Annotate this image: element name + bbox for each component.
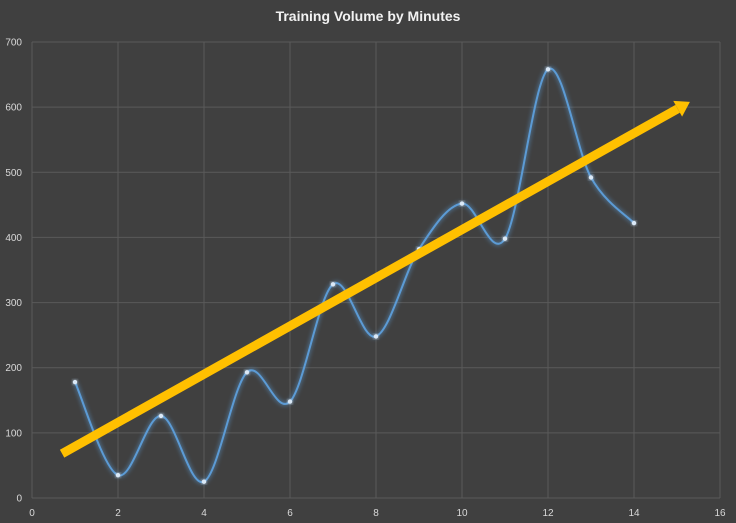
data-point <box>72 379 78 385</box>
x-tick-label: 8 <box>373 508 379 519</box>
series-layer <box>72 67 637 484</box>
data-point <box>244 370 250 375</box>
trend-arrow-layer <box>59 100 690 458</box>
data-point <box>115 473 121 478</box>
data-point <box>631 220 637 226</box>
y-tick-label: 700 <box>5 38 22 49</box>
x-tick-label: 12 <box>542 508 554 519</box>
y-tick-label: 600 <box>5 103 22 114</box>
y-axis-ticks: 0 100 200 300 400 500 600 700 <box>5 38 22 505</box>
trend-arrow-head <box>673 100 690 117</box>
x-tick-label: 14 <box>628 508 640 519</box>
data-point <box>201 479 207 484</box>
x-tick-label: 16 <box>714 508 726 519</box>
x-tick-label: 6 <box>287 508 293 519</box>
y-tick-label: 0 <box>16 494 22 505</box>
y-tick-label: 300 <box>5 298 22 309</box>
data-point <box>502 236 508 241</box>
x-tick-label: 2 <box>115 508 121 519</box>
grid <box>31 41 721 499</box>
chart-title: Training Volume by Minutes <box>275 8 461 24</box>
trend-arrow-shaft <box>59 104 680 458</box>
x-tick-label: 4 <box>201 508 207 519</box>
data-point <box>287 399 293 404</box>
y-tick-label: 200 <box>5 363 22 374</box>
data-point <box>158 413 164 419</box>
series-line <box>74 67 635 483</box>
x-axis-ticks: 0 2 4 6 8 10 12 14 16 <box>29 508 726 519</box>
y-tick-label: 400 <box>5 233 22 244</box>
y-tick-label: 100 <box>5 428 22 439</box>
data-point <box>545 67 551 72</box>
data-point <box>588 175 594 180</box>
x-tick-label: 0 <box>29 508 35 519</box>
data-point <box>330 282 336 287</box>
y-tick-label: 500 <box>5 168 22 179</box>
x-tick-label: 10 <box>456 508 468 519</box>
data-point <box>459 201 465 206</box>
data-point <box>373 334 379 339</box>
